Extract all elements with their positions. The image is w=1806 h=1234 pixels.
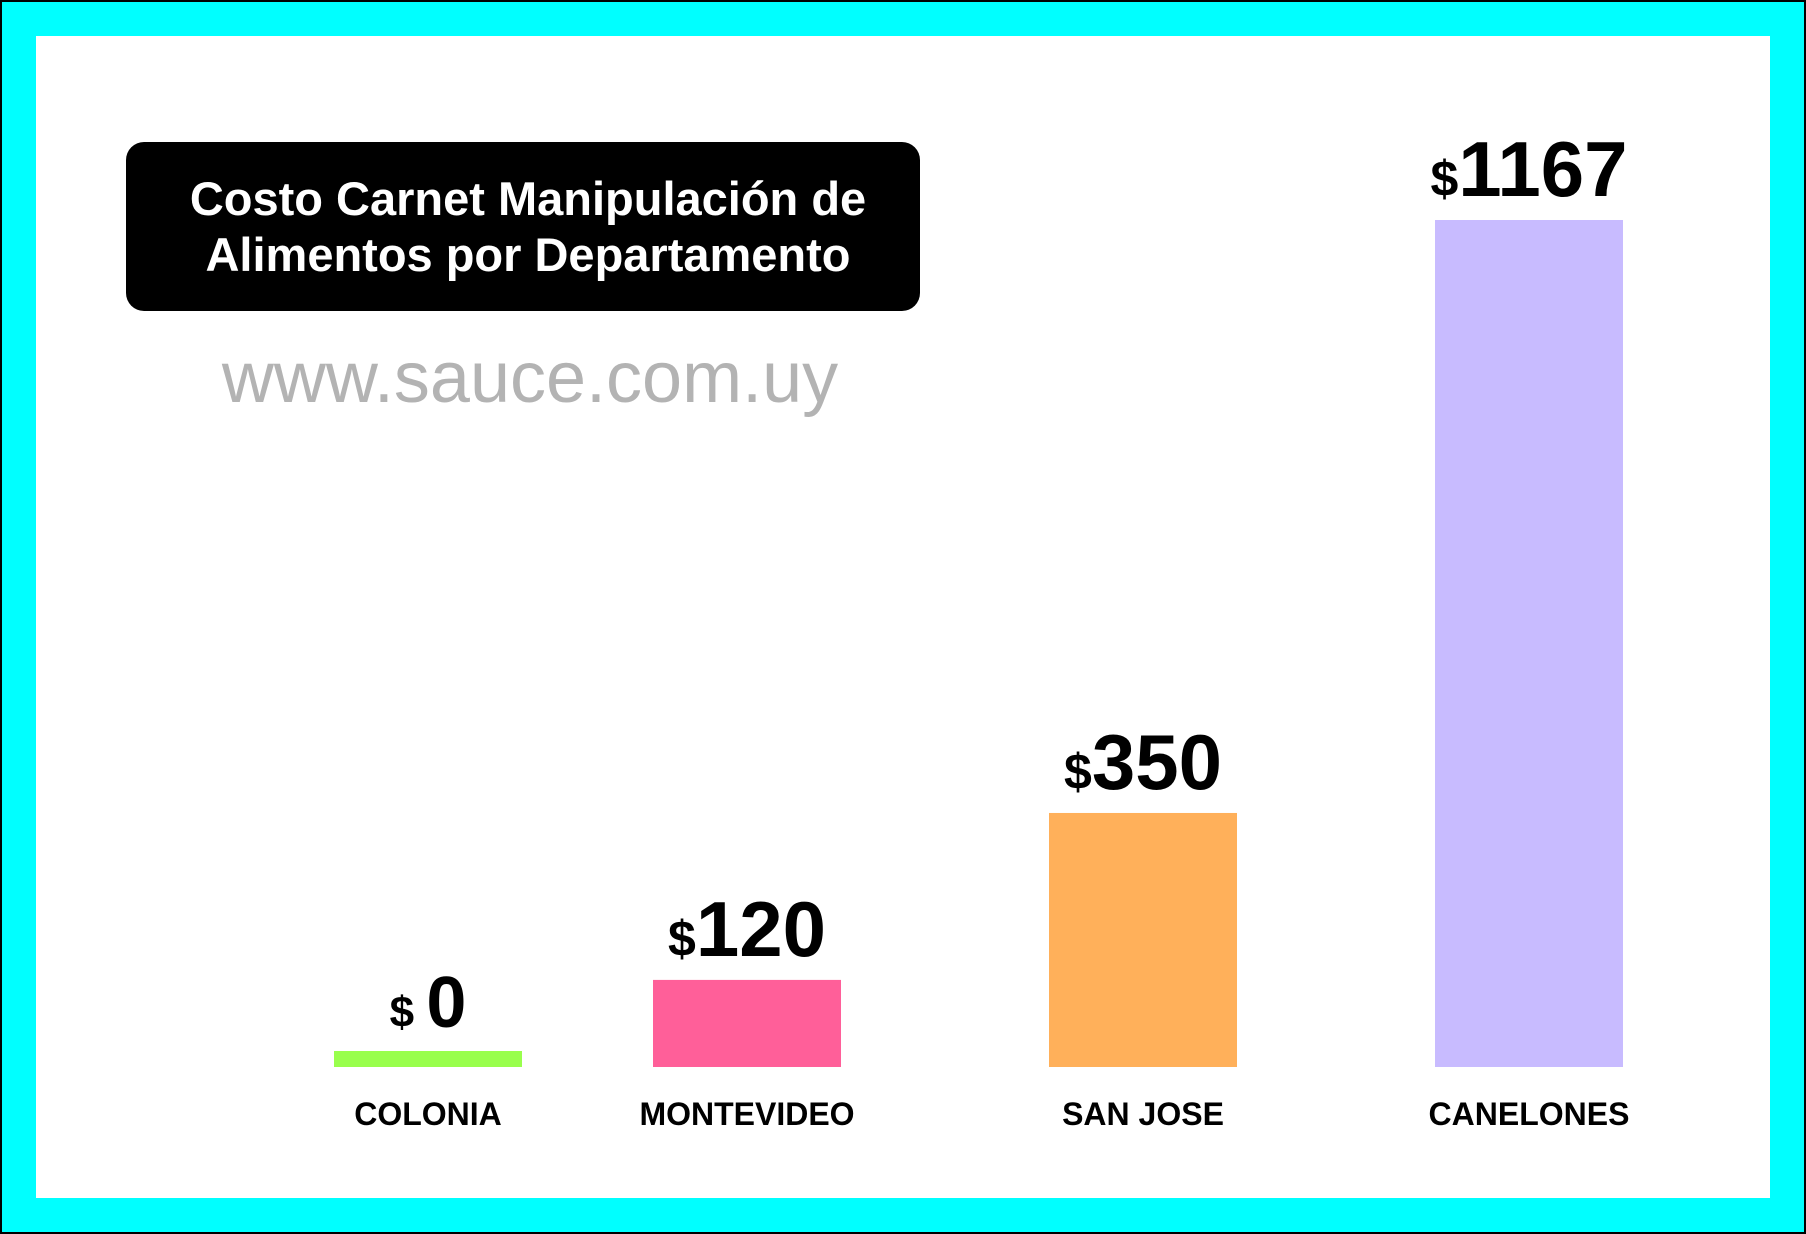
bar-san-jose — [1049, 812, 1237, 1067]
category-label-montevideo: MONTEVIDEO — [639, 1096, 854, 1132]
category-label-san-jose: SAN JOSE — [1062, 1096, 1224, 1132]
category-label-canelones: CANELONES — [1429, 1096, 1630, 1132]
bar-montevideo — [653, 979, 841, 1067]
bar-colonia — [334, 1051, 522, 1067]
watermark-url: www.sauce.com.uy — [221, 338, 839, 418]
currency-symbol: $ — [1430, 151, 1458, 207]
value-number: 120 — [696, 885, 826, 973]
currency-symbol: $ — [1064, 744, 1092, 800]
value-number: 350 — [1092, 718, 1222, 806]
value-number: 1167 — [1458, 125, 1627, 213]
value-number: 0 — [426, 963, 466, 1043]
currency-symbol: $ — [390, 988, 427, 1037]
currency-symbol: $ — [668, 911, 696, 967]
value-label-montevideo: $120 — [668, 885, 826, 973]
chart-title-line-2: Alimentos por Departamento — [205, 227, 851, 281]
category-label-colonia: COLONIA — [354, 1096, 502, 1132]
value-label-colonia: $ 0 — [390, 963, 467, 1043]
bar-canelones — [1435, 220, 1623, 1067]
value-label-san-jose: $350 — [1064, 718, 1222, 806]
chart-title: Costo Carnet Manipulación de Alimentos p… — [126, 142, 920, 311]
value-label-canelones: $1167 — [1430, 125, 1627, 213]
chart-title-line-1: Costo Carnet Manipulación de — [189, 171, 867, 225]
